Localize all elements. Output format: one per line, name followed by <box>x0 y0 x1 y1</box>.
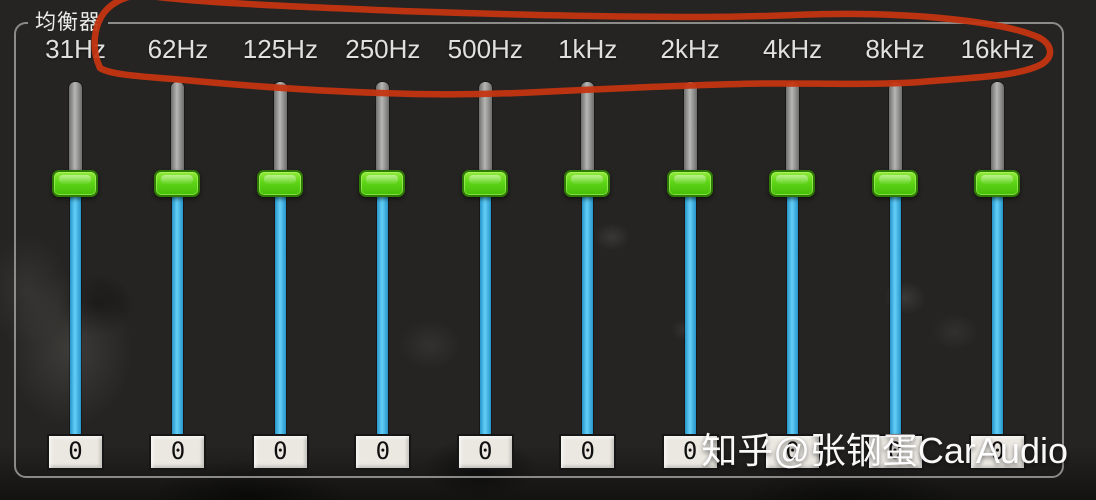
band-value-box[interactable]: 0 <box>251 434 309 470</box>
band-frequency-label: 500Hz <box>447 33 523 64</box>
band-value-box[interactable]: 0 <box>456 434 514 470</box>
slider-track-upper[interactable] <box>786 82 800 184</box>
band-value-box[interactable]: 0 <box>559 434 617 470</box>
slider-track-upper[interactable] <box>990 82 1004 184</box>
slider-track-lower[interactable] <box>582 184 594 452</box>
band-value-box[interactable]: 0 <box>661 434 719 470</box>
eq-band: 500Hz 0 <box>447 33 523 500</box>
slider-track-lower[interactable] <box>889 184 901 452</box>
slider-track-lower[interactable] <box>70 184 81 452</box>
band-frequency-label: 62Hz <box>147 33 209 64</box>
slider-handle[interactable] <box>359 170 406 197</box>
slider-track-upper[interactable] <box>69 82 82 184</box>
band-value-box[interactable]: 0 <box>968 434 1026 470</box>
groupbox-title: 均衡器 <box>28 11 108 35</box>
band-value-box[interactable]: 0 <box>354 434 412 470</box>
slider-track-upper[interactable] <box>376 82 390 184</box>
slider-handle[interactable] <box>154 170 201 197</box>
band-frequency-label: 125Hz <box>242 33 318 64</box>
eq-band: 125Hz 0 <box>242 33 318 500</box>
slider-track-lower[interactable] <box>479 184 491 452</box>
slider-track-upper[interactable] <box>581 82 595 184</box>
slider-track-upper[interactable] <box>683 82 697 184</box>
slider-track-lower[interactable] <box>684 184 696 452</box>
eq-band: 31Hz 0 <box>45 33 106 500</box>
slider-track-upper[interactable] <box>888 82 902 184</box>
band-frequency-label: 4kHz <box>762 33 823 64</box>
slider-handle[interactable] <box>256 170 303 197</box>
band-value-box[interactable]: 0 <box>866 434 924 470</box>
slider-handle[interactable] <box>564 170 611 197</box>
slider-track-lower[interactable] <box>991 184 1003 452</box>
slider-track-lower[interactable] <box>377 184 389 452</box>
slider-track-lower[interactable] <box>172 184 184 452</box>
slider-track-lower[interactable] <box>787 184 799 452</box>
slider-track-upper[interactable] <box>478 82 492 184</box>
eq-band: 62Hz 0 <box>147 33 209 500</box>
eq-band: 250Hz 0 <box>345 33 421 500</box>
slider-handle[interactable] <box>666 170 713 197</box>
band-frequency-label: 31Hz <box>45 33 106 64</box>
band-value-box[interactable]: 0 <box>149 434 207 470</box>
slider-handle[interactable] <box>769 170 816 197</box>
slider-track-upper[interactable] <box>273 82 287 184</box>
band-value-box[interactable]: 0 <box>764 434 822 470</box>
band-frequency-label: 16kHz <box>960 33 1035 64</box>
slider-handle[interactable] <box>871 170 918 197</box>
band-frequency-label: 1kHz <box>558 33 618 64</box>
band-frequency-label: 2kHz <box>660 33 720 64</box>
band-frequency-label: 8kHz <box>865 33 925 64</box>
watermark: 知乎@张钢蛋CarAudio <box>701 430 1068 471</box>
slider-handle[interactable] <box>973 170 1020 197</box>
slider-track-lower[interactable] <box>274 184 286 452</box>
slider-handle[interactable] <box>461 170 508 197</box>
slider-handle[interactable] <box>52 170 98 197</box>
band-value-box[interactable]: 0 <box>47 434 104 470</box>
eq-band: 1kHz 0 <box>558 33 618 500</box>
slider-track-upper[interactable] <box>171 82 185 184</box>
band-frequency-label: 250Hz <box>345 33 421 64</box>
eq-band: 8kHz 0 <box>865 33 925 500</box>
